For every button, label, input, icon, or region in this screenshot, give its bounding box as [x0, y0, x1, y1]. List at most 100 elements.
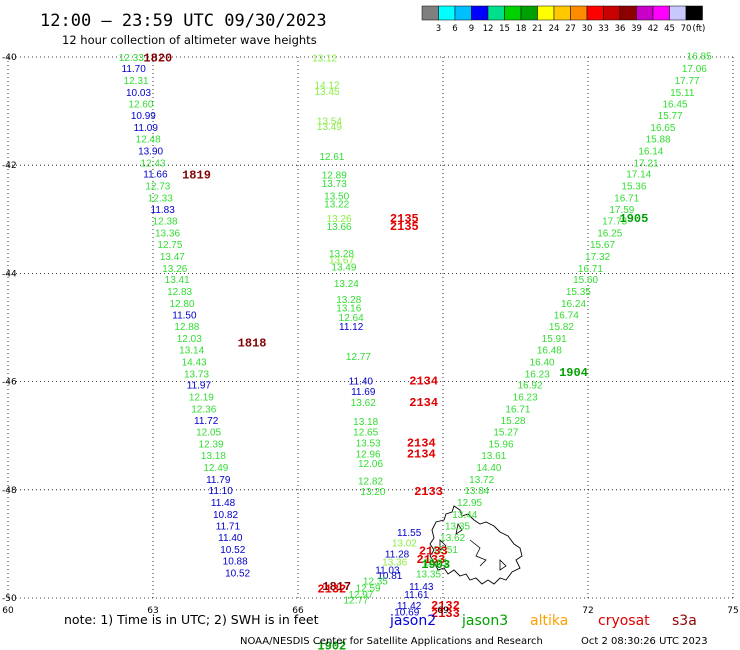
swh-label: 15.88: [646, 134, 671, 145]
swh-label: 12.60: [128, 99, 153, 110]
colorbar-swatch: [438, 5, 456, 21]
axes: 60 63 66 69 72 75 -40 -42 -44 -46 -48 -50: [2, 53, 739, 616]
swh-label: 16.65: [650, 123, 675, 134]
swh-label: 15.82: [549, 322, 574, 333]
chart-title: 12:00 — 23:59 UTC 09/30/2023: [40, 11, 327, 31]
swh-label: 16.40: [530, 357, 555, 368]
swh-label: 13.73: [322, 179, 347, 190]
swh-label: 11.70: [122, 64, 147, 75]
y-tick-label: -46: [2, 378, 17, 388]
time-label: 2132: [317, 583, 346, 597]
swh-label: 12.97: [348, 590, 373, 601]
swh-label: 13.35: [445, 521, 470, 532]
colorbar-label: 3: [436, 24, 441, 34]
swh-label: 12.59: [356, 584, 381, 595]
colorbar-label: 36: [615, 24, 626, 34]
time-label: 2134: [409, 374, 438, 388]
swh-label: 13.41: [165, 275, 190, 286]
island-inlet: [469, 539, 487, 567]
swh-label: 13.26: [327, 214, 352, 225]
swh-label: 12.82: [358, 476, 383, 487]
swh-label: 17.59: [609, 205, 634, 216]
credit-text: NOAA/NESDIS Center for Satellite Applica…: [240, 636, 543, 647]
swh-label: 11.69: [351, 387, 376, 398]
data-points: 12.3311.7012.3110.0312.6010.9911.0912.48…: [119, 52, 712, 619]
colorbar-swatch: [636, 5, 654, 21]
swh-label: 11.12: [339, 322, 364, 333]
colorbar-label: 70: [681, 24, 692, 34]
swh-label: 10.52: [225, 568, 250, 579]
swh-label: 10.99: [131, 111, 156, 122]
legend-cryosat: cryosat: [598, 613, 650, 629]
swh-label: 17.32: [585, 252, 610, 263]
swh-label: 11.97: [187, 381, 212, 392]
swh-label: 16.85: [687, 52, 712, 63]
y-tick-label: -40: [2, 53, 17, 63]
swh-label: 13.67: [329, 256, 354, 267]
y-tick-label: -50: [2, 594, 17, 604]
swh-label: 11.50: [172, 310, 197, 321]
x-tick-label: 72: [582, 606, 593, 616]
swh-label: 16.48: [537, 345, 562, 356]
colorbar-label: 21: [532, 24, 543, 34]
swh-label: 16.23: [525, 369, 550, 380]
chart-subtitle: 12 hour collection of altimeter wave hei…: [62, 33, 317, 47]
swh-label: 12.33: [119, 53, 144, 64]
swh-label: 11.03: [375, 566, 400, 577]
time-labels: 1820181918181817213521352134213421342134…: [143, 51, 648, 650]
swh-label: 15.36: [621, 182, 646, 193]
time-label: 1902: [317, 639, 346, 650]
swh-label: 15.96: [488, 440, 513, 451]
swh-label: 13.18: [201, 451, 226, 462]
swh-label: 11.66: [143, 170, 168, 181]
swh-label: 12.36: [191, 404, 216, 415]
swh-label: 13.50: [324, 191, 349, 202]
legend-s3a: s3a: [672, 613, 697, 629]
swh-label: 12.43: [140, 158, 165, 169]
swh-label: 10.52: [220, 545, 245, 556]
swh-label: 10.82: [213, 510, 238, 521]
swh-label: 17.73: [602, 217, 627, 228]
time-label: 2132: [431, 599, 460, 613]
swh-label: 16.92: [517, 381, 542, 392]
swh-label: 12.65: [353, 428, 378, 439]
swh-label: 17.14: [626, 170, 651, 181]
colorbar-label: 9: [469, 24, 474, 34]
note-text: note: 1) Time is in UTC; 2) SWH is in fe…: [64, 612, 319, 627]
swh-label: 15.67: [590, 240, 615, 251]
time-label: 2134: [409, 396, 438, 410]
x-tick-label: 75: [727, 606, 738, 616]
island-outline: [429, 505, 523, 585]
swh-label: 11.40: [349, 376, 374, 387]
colorbar-label: 6: [452, 24, 457, 34]
colorbar-swatch: [471, 5, 489, 21]
swh-label: 11.40: [218, 533, 243, 544]
swh-label: 12.19: [189, 393, 214, 404]
swh-label: 13.49: [331, 263, 356, 274]
swh-label: 16.23: [513, 393, 538, 404]
swh-label: 16.14: [638, 146, 663, 157]
swh-label: 11.42: [397, 601, 422, 612]
swh-label: 16.71: [505, 404, 530, 415]
y-tick-label: -42: [2, 161, 17, 171]
swh-label: 13.73: [184, 369, 209, 380]
swh-label: 11.55: [397, 528, 422, 539]
swh-label: 12.95: [457, 498, 482, 509]
swh-label: 13.36: [382, 558, 407, 569]
swh-label: 13.14: [179, 345, 204, 356]
swh-label: 13.28: [329, 249, 354, 260]
swh-label: 12.49: [203, 463, 228, 474]
swh-label: 11.83: [151, 205, 176, 216]
swh-label: 15.91: [542, 334, 567, 345]
swh-label: 11.10: [209, 486, 234, 497]
swh-label: 11.61: [404, 590, 429, 601]
swh-label: 17.21: [633, 158, 658, 169]
time-label: 1820: [143, 51, 172, 65]
swh-label: 15.77: [658, 111, 683, 122]
plot-area: 12.3311.7012.3110.0312.6010.9911.0912.48…: [7, 51, 734, 650]
swh-label: 13.72: [469, 475, 494, 486]
swh-label: 13.24: [334, 279, 359, 290]
swh-label: 12.88: [174, 322, 199, 333]
time-label: 1817: [322, 580, 351, 594]
grid: [7, 56, 734, 599]
